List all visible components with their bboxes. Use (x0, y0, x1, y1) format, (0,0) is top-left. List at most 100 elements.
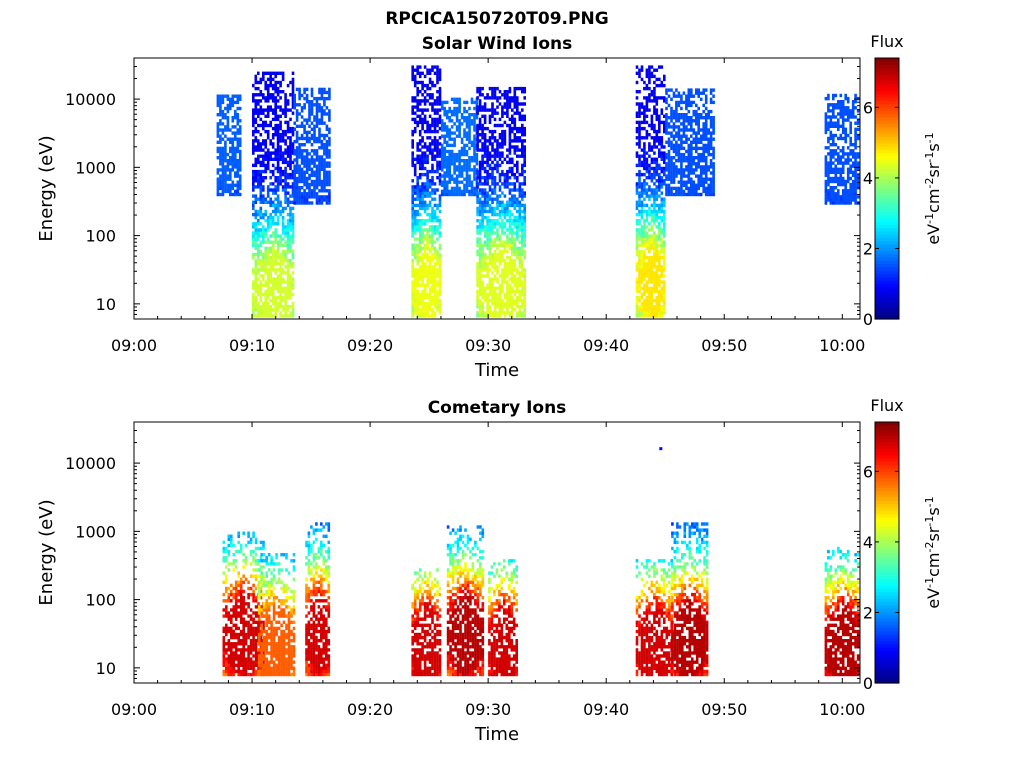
flux-cell (650, 295, 654, 300)
flux-cell (523, 209, 526, 214)
flux-cell (635, 311, 639, 315)
flux-cell (645, 246, 649, 251)
flux-cell (274, 126, 277, 131)
flux-cell (416, 185, 419, 189)
flux-cell (478, 163, 482, 168)
flux-cell (655, 286, 659, 290)
flux-cell (318, 167, 321, 171)
flux-cell (827, 109, 830, 113)
flux-cell (653, 203, 656, 208)
flux-cell (648, 240, 651, 244)
flux-cell (653, 169, 656, 174)
flux-cell (518, 111, 522, 115)
flux-cell (279, 311, 282, 315)
flux-cell (291, 90, 295, 94)
flux-cell (418, 308, 422, 312)
flux-cell (483, 151, 487, 155)
flux-cell (254, 305, 258, 309)
flux-cell (481, 280, 484, 284)
flux-cell (660, 314, 664, 318)
flux-cell (413, 99, 417, 103)
flux-cell (508, 265, 512, 269)
flux-cell (257, 271, 260, 275)
flux-cell (421, 200, 424, 204)
flux-cell (279, 289, 282, 294)
flux-cell (421, 252, 424, 257)
flux-cell (643, 108, 646, 112)
flux-cell (511, 271, 514, 275)
flux-cell (501, 231, 504, 235)
flux-cell (682, 168, 686, 172)
flux-cell (229, 159, 232, 163)
flux-cell (658, 280, 661, 284)
flux-cell (300, 186, 304, 190)
flux-cell (655, 179, 659, 183)
flux-cell (508, 298, 512, 303)
flux-cell (655, 301, 659, 306)
flux-cell (665, 125, 668, 129)
flux-cell (234, 189, 237, 194)
flux-cell (697, 183, 700, 187)
flux-cell (516, 286, 519, 290)
flux-cell (303, 149, 306, 153)
flux-cell (476, 108, 479, 112)
flux-cell (658, 292, 661, 297)
flux-cell (513, 280, 517, 284)
flux-cell (416, 145, 419, 149)
flux-cell (436, 292, 439, 297)
flux-cell (428, 301, 432, 306)
flux-cell (262, 154, 265, 158)
flux-cell (481, 157, 484, 161)
flux-cell (271, 151, 275, 155)
flux-cell (436, 166, 439, 171)
flux-cell (846, 179, 850, 184)
flux-cell (648, 93, 651, 97)
flux-cell (655, 237, 659, 241)
flux-cell (682, 119, 686, 123)
flux-cell (503, 105, 507, 109)
flux-cell (274, 108, 277, 112)
flux-cell (428, 286, 432, 290)
flux-cell (491, 252, 494, 257)
flux-cell (518, 154, 522, 158)
flux-cell (663, 219, 666, 223)
flux-cell (839, 195, 843, 199)
flux-cell (695, 131, 698, 135)
flux-cell (418, 203, 422, 208)
flux-cell (450, 152, 454, 157)
flux-cell (308, 109, 311, 113)
flux-cell (460, 140, 464, 144)
flux-cell (416, 268, 419, 272)
flux-cell (259, 298, 263, 303)
flux-cell (685, 100, 688, 105)
flux-cell (269, 292, 272, 297)
flux-cell (262, 200, 265, 204)
flux-cell (236, 189, 240, 194)
flux-cell (829, 186, 833, 190)
flux-cell (264, 139, 267, 143)
flux-cell (483, 228, 487, 232)
flux-cell (226, 97, 230, 101)
flux-cell (841, 192, 845, 196)
flux-cell (511, 228, 514, 232)
flux-cell (650, 311, 654, 315)
flux-cell (276, 166, 280, 171)
flux-cell (431, 182, 434, 186)
flux-cell (518, 305, 522, 309)
flux-cell (648, 80, 651, 85)
flux-cell (276, 215, 280, 220)
flux-cell (411, 295, 414, 300)
flux-cell (824, 146, 828, 150)
flux-cell (463, 192, 466, 197)
flux-cell (650, 179, 654, 183)
flux-cell (645, 295, 649, 300)
flux-cell (221, 109, 225, 114)
flux-cell (635, 114, 639, 118)
flux-cell (675, 159, 678, 163)
flux-cell (643, 179, 646, 183)
flux-cell (663, 305, 666, 309)
flux-cell (284, 234, 287, 238)
flux-cell (254, 301, 258, 306)
flux-cell (266, 215, 270, 220)
flux-cell (677, 100, 681, 105)
